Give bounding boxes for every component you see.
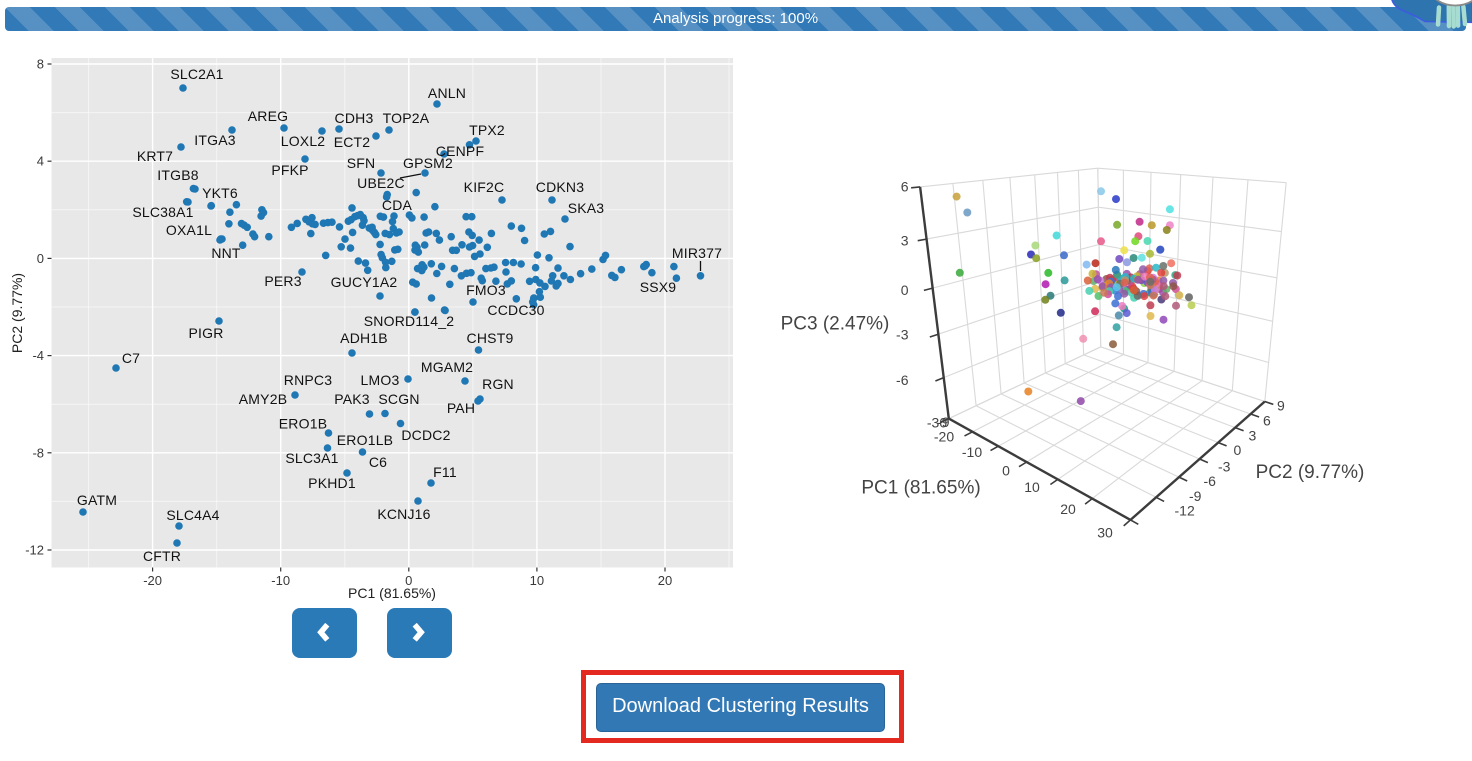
svg-text:PC3 (2.47%): PC3 (2.47%): [781, 314, 890, 335]
svg-text:MGAM2: MGAM2: [421, 359, 473, 375]
svg-text:PFKP: PFKP: [271, 162, 308, 178]
svg-text:6: 6: [901, 179, 909, 195]
svg-text:YKT6: YKT6: [202, 185, 238, 201]
svg-text:-10: -10: [962, 444, 982, 460]
svg-text:SFN: SFN: [347, 155, 376, 171]
svg-text:-8: -8: [32, 445, 44, 460]
svg-text:NNT: NNT: [211, 245, 241, 261]
svg-text:GPSM2: GPSM2: [403, 155, 453, 171]
svg-text:SLC4A4: SLC4A4: [166, 507, 219, 523]
svg-text:MIR377: MIR377: [672, 245, 722, 261]
svg-text:4: 4: [37, 154, 44, 169]
svg-text:ADH1B: ADH1B: [340, 330, 388, 346]
svg-text:SLC38A1: SLC38A1: [132, 204, 193, 220]
svg-text:-4: -4: [32, 348, 44, 363]
svg-text:0: 0: [1234, 442, 1242, 458]
svg-text:UBE2C: UBE2C: [357, 175, 405, 191]
svg-text:8: 8: [37, 57, 44, 72]
svg-text:SNORD114_2: SNORD114_2: [364, 313, 454, 329]
svg-text:PIGR: PIGR: [188, 325, 223, 341]
svg-text:F11: F11: [433, 464, 457, 480]
svg-text:CCDC30: CCDC30: [487, 302, 544, 318]
svg-text:GATM: GATM: [77, 492, 117, 508]
svg-text:-6: -6: [1204, 473, 1217, 489]
svg-text:LMO3: LMO3: [361, 372, 400, 388]
svg-text:GUCY1A2: GUCY1A2: [331, 274, 398, 290]
svg-text:-6: -6: [896, 372, 909, 388]
svg-text:C7: C7: [122, 350, 140, 366]
svg-text:PC1 (81.65%): PC1 (81.65%): [861, 478, 980, 499]
svg-text:-20: -20: [143, 573, 162, 588]
svg-text:-12: -12: [1175, 503, 1195, 519]
svg-text:SCGN: SCGN: [378, 391, 419, 407]
svg-text:SSX9: SSX9: [640, 279, 677, 295]
svg-text:6: 6: [1263, 413, 1271, 429]
svg-text:KRT7: KRT7: [137, 148, 173, 164]
svg-text:SLC2A1: SLC2A1: [170, 66, 223, 82]
svg-text:SLC3A1: SLC3A1: [285, 450, 338, 466]
svg-text:ERO1LB: ERO1LB: [337, 432, 393, 448]
svg-text:LOXL2: LOXL2: [281, 133, 326, 149]
svg-text:TOP2A: TOP2A: [383, 110, 430, 126]
svg-text:-9: -9: [1189, 488, 1202, 504]
svg-text:CDH3: CDH3: [335, 110, 374, 126]
svg-text:PKHD1: PKHD1: [308, 475, 356, 491]
svg-text:CDA: CDA: [382, 197, 413, 213]
svg-text:20: 20: [658, 573, 672, 588]
svg-text:KIF2C: KIF2C: [464, 179, 505, 195]
svg-text:KCNJ16: KCNJ16: [377, 506, 430, 522]
svg-text:PAH: PAH: [447, 400, 475, 416]
svg-text:PC1 (81.65%): PC1 (81.65%): [348, 585, 436, 601]
svg-text:PC2 (9.77%): PC2 (9.77%): [9, 273, 25, 353]
svg-text:PER3: PER3: [264, 273, 301, 289]
svg-text:-3: -3: [1218, 459, 1231, 475]
svg-text:3: 3: [1249, 428, 1257, 444]
svg-text:RNPC3: RNPC3: [284, 372, 332, 388]
svg-text:SKA3: SKA3: [568, 200, 605, 216]
svg-text:9: 9: [1277, 398, 1285, 414]
svg-text:ECT2: ECT2: [334, 134, 371, 150]
svg-text:C6: C6: [369, 454, 387, 470]
svg-text:-10: -10: [271, 573, 290, 588]
svg-text:3: 3: [901, 233, 909, 249]
svg-text:-20: -20: [934, 429, 954, 445]
svg-text:PAK3: PAK3: [334, 391, 370, 407]
svg-text:CENPF: CENPF: [436, 143, 484, 159]
svg-text:ERO1B: ERO1B: [279, 415, 327, 431]
svg-text:RGN: RGN: [482, 376, 514, 392]
svg-text:ITGB8: ITGB8: [157, 167, 198, 183]
svg-text:30: 30: [1097, 525, 1113, 541]
svg-text:10: 10: [1024, 479, 1040, 495]
svg-text:0: 0: [1002, 463, 1010, 479]
svg-text:-9: -9: [937, 414, 950, 430]
svg-text:OXA1L: OXA1L: [166, 222, 212, 238]
svg-text:-12: -12: [25, 543, 44, 558]
svg-text:0: 0: [901, 282, 909, 298]
svg-text:-30: -30: [927, 415, 947, 431]
svg-text:0: 0: [37, 251, 44, 266]
svg-text:FMO3: FMO3: [466, 282, 506, 298]
svg-text:ANLN: ANLN: [428, 85, 466, 101]
svg-text:CDKN3: CDKN3: [536, 179, 584, 195]
svg-text:AMY2B: AMY2B: [239, 391, 287, 407]
svg-text:10: 10: [530, 573, 544, 588]
svg-text:TPX2: TPX2: [469, 122, 505, 138]
svg-text:AREG: AREG: [248, 108, 288, 124]
svg-text:DCDC2: DCDC2: [401, 427, 450, 443]
svg-text:PC2 (9.77%): PC2 (9.77%): [1256, 462, 1365, 483]
svg-text:CHST9: CHST9: [467, 330, 514, 346]
svg-text:20: 20: [1060, 501, 1076, 517]
svg-text:CFTR: CFTR: [143, 548, 181, 564]
svg-text:-3: -3: [896, 327, 909, 343]
svg-text:ITGA3: ITGA3: [194, 132, 235, 148]
svg-text:0: 0: [405, 573, 412, 588]
